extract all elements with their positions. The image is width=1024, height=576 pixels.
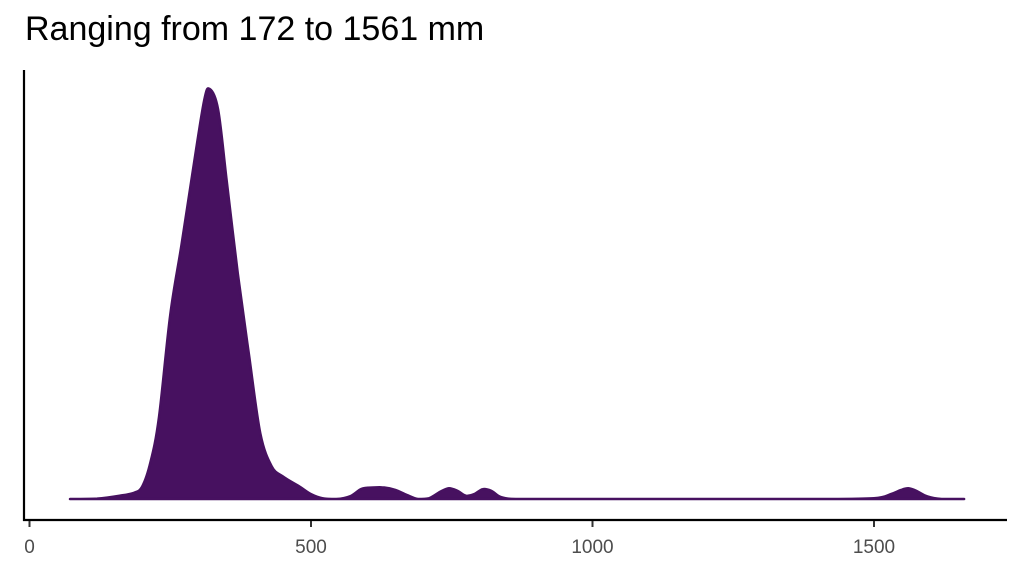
density-area [68,87,966,501]
plot-area [68,87,966,501]
x-tick-label: 1500 [853,537,895,558]
x-tick-label: 1000 [571,537,613,558]
chart-title: Ranging from 172 to 1561 mm [25,10,485,48]
x-tick-label: 0 [24,537,35,558]
x-tick-label: 500 [295,537,327,558]
x-axis-ticks: 0 500 1000 1500 [24,521,895,558]
